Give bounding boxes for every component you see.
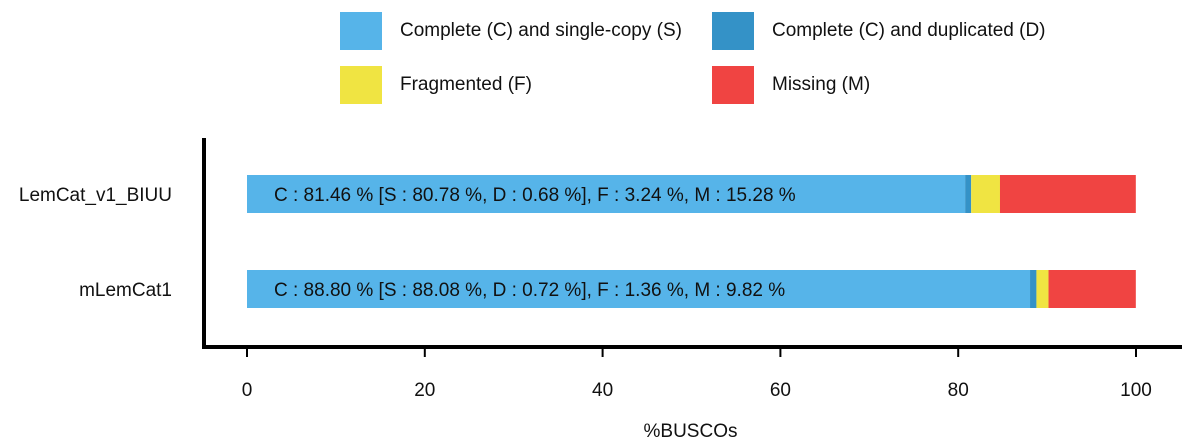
x-tick-label-2: 40 [592,380,613,401]
x-axis-title: %BUSCOs [644,421,738,442]
legend-swatch-missing [712,66,754,104]
legend-label-single-copy: Complete (C) and single-copy (S) [400,20,682,41]
legend-swatch-single-copy [340,12,382,50]
bar-segment-0-3 [999,175,1136,213]
legend-item-single-copy: Complete (C) and single-copy (S) [340,12,682,50]
bar-segment-1-3 [1048,270,1136,308]
bar-data-label-1: C : 88.80 % [S : 88.08 %, D : 0.72 %], F… [274,280,785,301]
bar-segment-1-2 [1036,270,1049,308]
legend-swatch-fragmented [340,66,382,104]
bar-segment-1-1 [1030,270,1037,308]
legend-swatch-duplicated [712,12,754,50]
x-tick-label-3: 60 [770,380,791,401]
legend-label-missing: Missing (M) [772,74,871,95]
legend-item-missing: Missing (M) [712,66,870,104]
x-tick-label-5: 100 [1120,380,1152,401]
bar-segment-1-0 [247,270,1031,308]
x-tick-label-1: 20 [414,380,435,401]
legend-label-fragmented: Fragmented (F) [400,74,532,95]
legend-item-fragmented: Fragmented (F) [340,66,532,104]
category-label-0: LemCat_v1_BIUU [19,185,172,206]
x-tick-label-4: 80 [948,380,969,401]
x-tick-label-0: 0 [242,380,253,401]
legend-label-duplicated: Complete (C) and duplicated (D) [772,20,1046,41]
bar-segment-0-2 [971,175,1000,213]
bar-segment-0-0 [247,175,966,213]
bar-data-label-0: C : 81.46 % [S : 80.78 %, D : 0.68 %], F… [274,185,796,206]
bar-segment-0-1 [965,175,972,213]
category-label-1: mLemCat1 [79,280,172,301]
legend-item-duplicated: Complete (C) and duplicated (D) [712,12,1046,50]
